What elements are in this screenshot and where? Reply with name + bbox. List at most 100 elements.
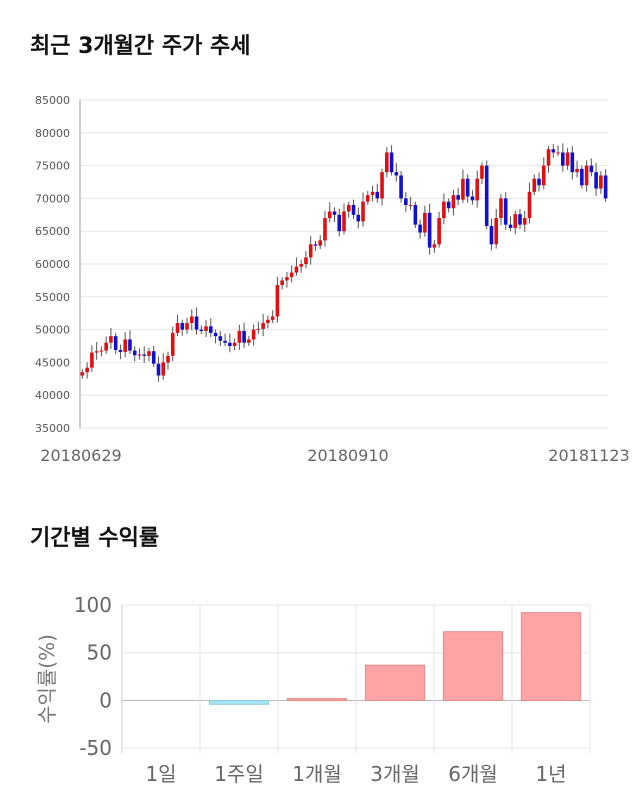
candle-body bbox=[370, 191, 375, 196]
candle-body bbox=[156, 363, 161, 376]
x-tick-label: 20181123 bbox=[548, 446, 629, 465]
candle-body bbox=[456, 195, 460, 200]
x-tick-label: 1년 bbox=[535, 762, 566, 786]
candle-body bbox=[304, 257, 308, 264]
candle-body bbox=[223, 340, 227, 343]
candle-body bbox=[389, 152, 394, 173]
candle-body bbox=[499, 198, 503, 219]
candle-body bbox=[365, 195, 370, 202]
x-tick-label: 1일 bbox=[145, 762, 176, 786]
candle-body bbox=[199, 329, 204, 331]
candle-body bbox=[580, 168, 584, 186]
candle-body bbox=[189, 316, 194, 324]
candle-body bbox=[418, 224, 422, 233]
candle-body bbox=[380, 172, 384, 199]
candle-body bbox=[461, 178, 465, 200]
candle-body bbox=[256, 328, 261, 330]
candle-body bbox=[251, 329, 256, 340]
x-tick-label: 20180910 bbox=[307, 446, 388, 465]
candle-body bbox=[313, 244, 318, 246]
candle-body bbox=[527, 191, 532, 219]
candle-body bbox=[147, 351, 151, 356]
candle-body bbox=[475, 178, 479, 201]
candle-body bbox=[570, 152, 575, 173]
candle-body bbox=[356, 214, 361, 222]
candle-body bbox=[170, 332, 175, 356]
candle-body bbox=[128, 339, 132, 351]
candle-body bbox=[565, 152, 570, 166]
candle-body bbox=[99, 350, 104, 352]
candle-body bbox=[242, 330, 246, 343]
candle-body bbox=[185, 323, 189, 330]
candle-body bbox=[151, 351, 156, 364]
candle-body bbox=[308, 244, 313, 258]
return-bar bbox=[286, 698, 348, 702]
candle-body bbox=[237, 330, 242, 343]
x-tick-label: 20180629 bbox=[40, 446, 121, 465]
candle-body bbox=[104, 342, 108, 351]
candle-body bbox=[484, 165, 489, 226]
y-axis-label: 수익률(%) bbox=[35, 634, 59, 724]
candle-body bbox=[442, 201, 446, 219]
candle-body bbox=[132, 350, 137, 356]
candle-body bbox=[437, 218, 441, 245]
candle-body bbox=[218, 336, 223, 341]
y-tick-label: 100 bbox=[74, 593, 112, 617]
y-tick-label: 50000 bbox=[35, 324, 70, 337]
candle-body bbox=[427, 212, 432, 248]
candle-body bbox=[166, 355, 170, 363]
candle-body bbox=[599, 175, 603, 189]
candle-body bbox=[113, 336, 118, 350]
y-tick-label: -50 bbox=[79, 736, 112, 760]
candle-body bbox=[327, 211, 332, 219]
y-tick-label: 55000 bbox=[35, 291, 70, 304]
candle-body bbox=[161, 362, 166, 376]
y-tick-label: 80000 bbox=[35, 127, 70, 140]
candle-body bbox=[361, 201, 365, 222]
candle-body bbox=[294, 266, 299, 273]
y-tick-label: 70000 bbox=[35, 192, 70, 205]
candle-body bbox=[385, 152, 389, 173]
candle-body bbox=[180, 323, 185, 330]
candle-body bbox=[270, 316, 275, 320]
candle-body bbox=[603, 175, 608, 199]
candle-body bbox=[118, 349, 123, 352]
candle-body bbox=[404, 198, 408, 205]
candle-body bbox=[470, 196, 475, 201]
candle-body bbox=[556, 152, 560, 154]
candle-body bbox=[432, 244, 437, 248]
candle-body bbox=[289, 272, 294, 278]
candle-body bbox=[394, 172, 399, 176]
candle-body bbox=[494, 218, 499, 245]
candle-body bbox=[408, 204, 413, 206]
candle-body bbox=[503, 198, 508, 225]
candle-body bbox=[584, 165, 589, 186]
y-tick-label: 45000 bbox=[35, 356, 70, 369]
candle-body bbox=[266, 319, 270, 324]
candle-body bbox=[522, 218, 527, 225]
return-bar bbox=[364, 664, 426, 701]
candle-body bbox=[551, 149, 556, 153]
x-tick-label: 1주일 bbox=[214, 762, 264, 786]
candle-body bbox=[228, 342, 232, 346]
price-candlestick-chart: 35000 40000 45000 50000 55000 60000 65000 70000… bbox=[35, 94, 630, 465]
candle-body bbox=[537, 178, 541, 186]
candle-body bbox=[575, 168, 579, 173]
candle-body bbox=[451, 195, 456, 209]
candle-body bbox=[85, 367, 89, 373]
candle-body bbox=[318, 240, 323, 246]
y-tick-label: 50 bbox=[87, 641, 112, 665]
candle-body bbox=[90, 352, 94, 368]
candle-body bbox=[337, 214, 342, 232]
candle-body bbox=[194, 316, 199, 330]
candle-body bbox=[232, 342, 237, 346]
x-tick-label: 1개월 bbox=[292, 762, 342, 786]
candle-body bbox=[594, 172, 598, 189]
candle-body bbox=[142, 354, 147, 356]
y-tick-label: 0 bbox=[99, 688, 112, 712]
candle-body bbox=[351, 204, 356, 215]
return-bar bbox=[520, 612, 582, 701]
candle-body bbox=[261, 323, 265, 329]
candle-body bbox=[546, 149, 551, 166]
y-tick-label: 60000 bbox=[35, 258, 70, 271]
